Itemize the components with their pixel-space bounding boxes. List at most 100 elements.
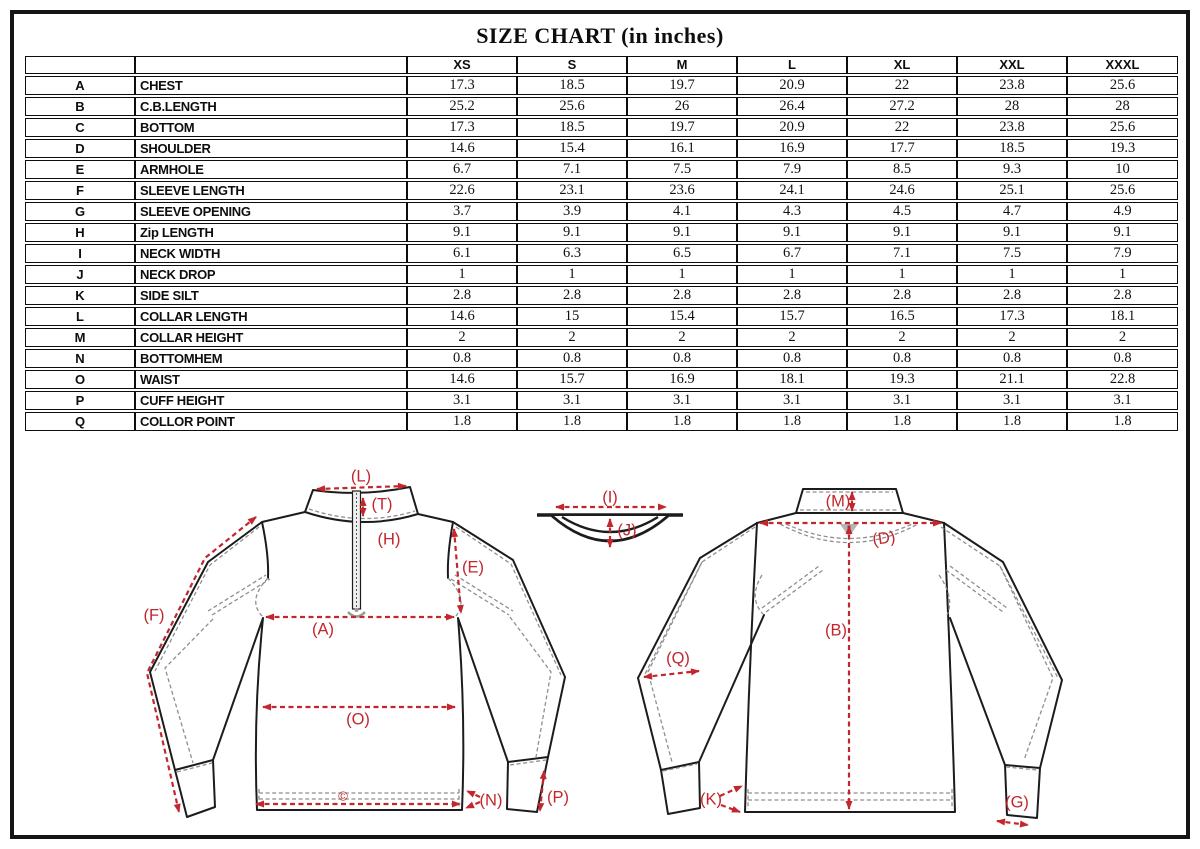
measurement-value: 0.8 [517, 348, 627, 368]
measurement-value: 1 [1067, 264, 1178, 284]
measurement-value: 6.1 [407, 243, 517, 263]
measurement-value: 10 [1067, 159, 1178, 179]
measurement-value: 1.8 [957, 411, 1067, 431]
measurement-value: 28 [957, 96, 1067, 116]
measurement-value: 4.7 [957, 201, 1067, 221]
measurement-value: 22 [847, 75, 957, 95]
outer-border [10, 10, 1190, 839]
measurement-value: 3.1 [407, 390, 517, 410]
measurement-value: 3.1 [517, 390, 627, 410]
size-chart-table: XS S M L XL XXL XXXL A CHEST 17.3 18.5 19.7 20.9 22 2… [25, 54, 1178, 433]
label-neck-drop: (J) [617, 521, 637, 540]
measurement-value: 2 [627, 327, 737, 347]
row-letter: D [25, 138, 135, 158]
row-letter: M [25, 327, 135, 347]
measurement-value: 2.8 [737, 285, 847, 305]
measurement-name: COLLAR LENGTH [135, 306, 407, 326]
measurement-value: 9.1 [847, 222, 957, 242]
measurement-value: 9.1 [407, 222, 517, 242]
measurement-value: 18.5 [517, 75, 627, 95]
measurement-name: CUFF HEIGHT [135, 390, 407, 410]
measurement-value: 15.7 [517, 369, 627, 389]
measurement-value: 17.3 [957, 306, 1067, 326]
row-letter: L [25, 306, 135, 326]
measurement-value: 17.7 [847, 138, 957, 158]
measurement-value: 0.8 [737, 348, 847, 368]
measurement-value: 9.1 [1067, 222, 1178, 242]
measurement-value: 27.2 [847, 96, 957, 116]
measurement-value: 0.8 [1067, 348, 1178, 368]
row-letter: A [25, 75, 135, 95]
measurement-value: 0.8 [957, 348, 1067, 368]
measurement-value: 22 [847, 117, 957, 137]
measurement-value: 14.6 [407, 138, 517, 158]
header-blank [25, 56, 135, 74]
measurement-value: 15.7 [737, 306, 847, 326]
measurement-value: 20.9 [737, 117, 847, 137]
measurement-value: 2.8 [847, 285, 957, 305]
measurement-value: 1.8 [627, 411, 737, 431]
measurement-name: WAIST [135, 369, 407, 389]
measurement-value: 2.8 [957, 285, 1067, 305]
measure-line-bottomhem-a [466, 790, 481, 798]
measurement-value: 9.3 [957, 159, 1067, 179]
measurement-value: 6.7 [407, 159, 517, 179]
measurement-value: 25.1 [957, 180, 1067, 200]
measurement-value: 15.4 [627, 306, 737, 326]
measurement-value: 2 [1067, 327, 1178, 347]
measurement-name: SLEEVE OPENING [135, 201, 407, 221]
row-letter: O [25, 369, 135, 389]
garment-diagram-svg: .k{stroke:#1c1c1c;stroke-width:2;fill:no… [145, 482, 1063, 828]
row-letter: Q [25, 411, 135, 431]
table-row-c: C BOTTOM 17.3 18.5 19.7 20.9 22 23.8 25.6 [25, 117, 1178, 137]
measure-line-armhole [451, 528, 464, 614]
measurement-name: COLLOR POINT [135, 411, 407, 431]
measurement-value: 14.6 [407, 306, 517, 326]
measurement-name: NECK DROP [135, 264, 407, 284]
measurement-value: 2 [407, 327, 517, 347]
measurement-value: 9.1 [737, 222, 847, 242]
measurement-value: 4.9 [1067, 201, 1178, 221]
measurement-name: SIDE SILT [135, 285, 407, 305]
label-shoulder: (D) [871, 527, 897, 550]
measurement-value: 18.1 [1067, 306, 1178, 326]
measurement-value: 3.9 [517, 201, 627, 221]
row-letter: C [25, 117, 135, 137]
garment-diagrams: .k{stroke:#1c1c1c;stroke-width:2;fill:no… [0, 430, 1200, 849]
measurement-value: 7.9 [737, 159, 847, 179]
measurement-name: BOTTOMHEM [135, 348, 407, 368]
measurement-value: 16.9 [627, 369, 737, 389]
table-row-i: I NECK WIDTH 6.1 6.3 6.5 6.7 7.1 7.5 7.9 [25, 243, 1178, 263]
measurement-value: 0.8 [847, 348, 957, 368]
measurement-value: 8.5 [847, 159, 957, 179]
measurement-value: 22.8 [1067, 369, 1178, 389]
measurement-value: 9.1 [957, 222, 1067, 242]
measurement-value: 22.6 [407, 180, 517, 200]
measurement-value: 25.6 [1067, 180, 1178, 200]
measurement-name: ARMHOLE [135, 159, 407, 179]
table-row-a: A CHEST 17.3 18.5 19.7 20.9 22 23.8 25.6 [25, 75, 1178, 95]
measurement-value: 16.9 [737, 138, 847, 158]
zipper-pull [354, 608, 359, 612]
measurement-value: 14.6 [407, 369, 517, 389]
label-bottomhem: (N) [479, 791, 503, 810]
measurement-value: 0.8 [627, 348, 737, 368]
col-header-s: S [517, 56, 627, 74]
measurement-value: 19.7 [627, 117, 737, 137]
row-letter: J [25, 264, 135, 284]
measurement-value: 1.8 [847, 411, 957, 431]
table-row-n: N BOTTOMHEM 0.8 0.8 0.8 0.8 0.8 0.8 0.8 [25, 348, 1178, 368]
measurement-value: 2 [957, 327, 1067, 347]
measurement-value: 9.1 [627, 222, 737, 242]
measurement-value: 3.1 [737, 390, 847, 410]
measure-line-bottomhem-b [465, 800, 481, 810]
measurement-name: COLLAR HEIGHT [135, 327, 407, 347]
measurement-name: SLEEVE LENGTH [135, 180, 407, 200]
measurement-value: 2.8 [1067, 285, 1178, 305]
back-view-drawing [637, 488, 1063, 828]
measurement-value: 1.8 [737, 411, 847, 431]
row-letter: K [25, 285, 135, 305]
measurement-value: 23.8 [957, 117, 1067, 137]
measurement-value: 1.8 [517, 411, 627, 431]
header-blank [135, 56, 407, 74]
